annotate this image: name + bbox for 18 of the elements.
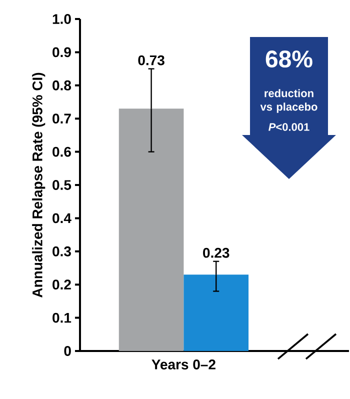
y-tick-label: 0 (64, 346, 71, 356)
x-tick-label: Years 0–2 (152, 360, 216, 370)
y-tick-label: 0.1 (52, 312, 72, 323)
y-tick-label: 0.7 (52, 114, 71, 124)
data-label: 0.23 (203, 248, 230, 258)
y-tick-label: 0.4 (52, 213, 72, 224)
text: P<0.001 (268, 123, 310, 131)
y-tick-label: 0.3 (52, 246, 71, 256)
y-tick-label: 0.5 (52, 180, 72, 190)
y-axis-title: Annualized Relapse Rate (95% CI) (32, 72, 46, 298)
y-tick-label: 0.8 (52, 80, 72, 90)
text: 68% (266, 50, 312, 68)
text: reduction vs placebo (260, 89, 318, 113)
y-tick-label: 1.0 (52, 14, 71, 24)
y-tick-label: 0.2 (52, 280, 71, 290)
y-tick-label: 0.9 (52, 47, 71, 58)
y-tick-label: 0.6 (52, 146, 71, 157)
data-label: 0.73 (138, 55, 164, 66)
